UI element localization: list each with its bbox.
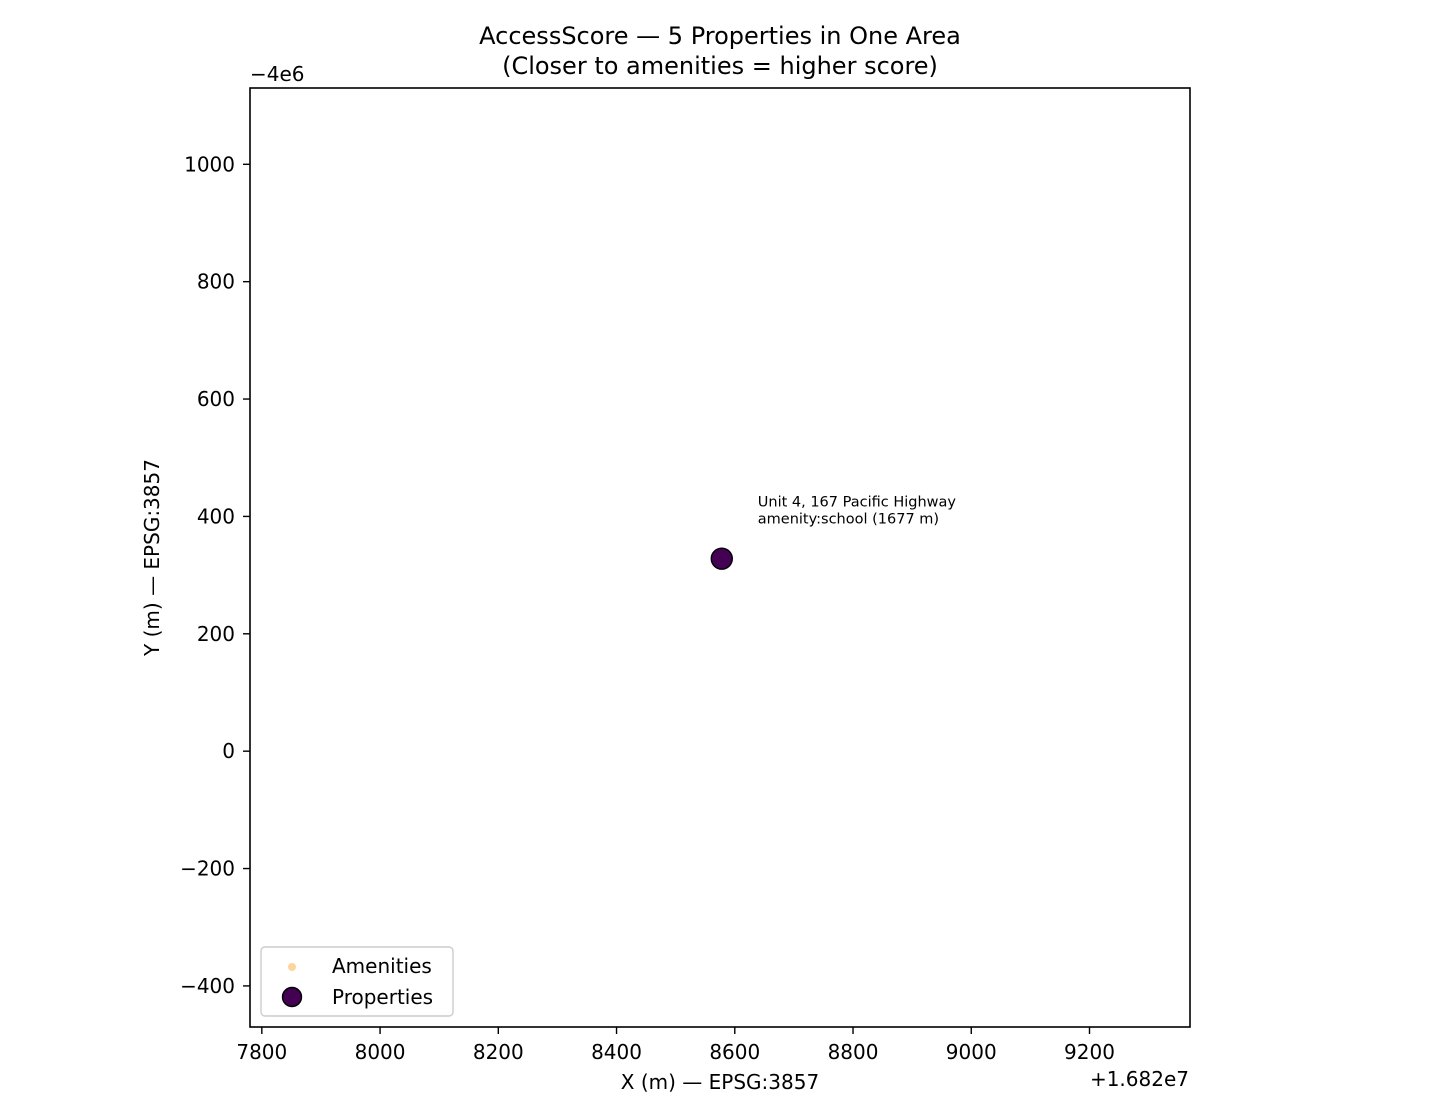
legend-label-properties: Properties bbox=[332, 985, 433, 1009]
legend-marker-properties bbox=[281, 986, 303, 1008]
x-axis-label: X (m) — EPSG:3857 bbox=[621, 1070, 819, 1094]
property-annotation-address: Unit 4, 167 Pacific Highway bbox=[758, 495, 957, 511]
y-tick-label: −200 bbox=[180, 857, 235, 881]
legend-box bbox=[260, 946, 454, 1017]
y-tick-label: 1000 bbox=[184, 152, 235, 176]
y-tick-label: 200 bbox=[197, 622, 235, 646]
y-tick-label: −400 bbox=[180, 974, 235, 998]
x-tick-label: 8200 bbox=[473, 1040, 524, 1064]
x-tick-label: 8000 bbox=[355, 1040, 406, 1064]
x-tick-label: 8400 bbox=[591, 1040, 642, 1064]
data-marks: Unit 4, 167 Pacific Highwayamenity:schoo… bbox=[710, 495, 957, 570]
x-tick-label: 9000 bbox=[946, 1040, 997, 1064]
x-tick-label: 9200 bbox=[1064, 1040, 1115, 1064]
x-axis-ticks: 7800 8000 8200 8400 8600 8800 9000 9200 bbox=[236, 1027, 1115, 1064]
legend: Amenities Properties bbox=[260, 946, 454, 1017]
y-axis-ticks: −400 −200 0 200 400 600 800 1000 bbox=[180, 152, 250, 998]
property-annotation-amenity: amenity:school (1677 m) bbox=[758, 512, 939, 528]
x-tick-label: 7800 bbox=[236, 1040, 287, 1064]
legend-label-amenities: Amenities bbox=[332, 954, 432, 978]
y-tick-label: 600 bbox=[197, 387, 235, 411]
x-tick-label: 8800 bbox=[828, 1040, 879, 1064]
chart-title: AccessScore — 5 Properties in One Area bbox=[479, 22, 961, 50]
legend-marker-amenities bbox=[288, 963, 296, 971]
y-tick-label: 800 bbox=[197, 270, 235, 294]
plot-area: 7800 8000 8200 8400 8600 8800 9000 9200 −400−20… bbox=[180, 87, 1191, 1064]
y-axis-label: Y (m) — EPSG:3857 bbox=[140, 459, 164, 657]
property-point bbox=[710, 547, 733, 570]
y-offset-text: −4e6 bbox=[250, 62, 305, 86]
chart-subtitle: (Closer to amenities = higher score) bbox=[502, 52, 938, 80]
x-tick-label: 8600 bbox=[709, 1040, 760, 1064]
x-offset-text: +1.682e7 bbox=[1090, 1067, 1189, 1091]
y-tick-label: 400 bbox=[197, 504, 235, 528]
y-tick-label: 0 bbox=[222, 739, 235, 763]
